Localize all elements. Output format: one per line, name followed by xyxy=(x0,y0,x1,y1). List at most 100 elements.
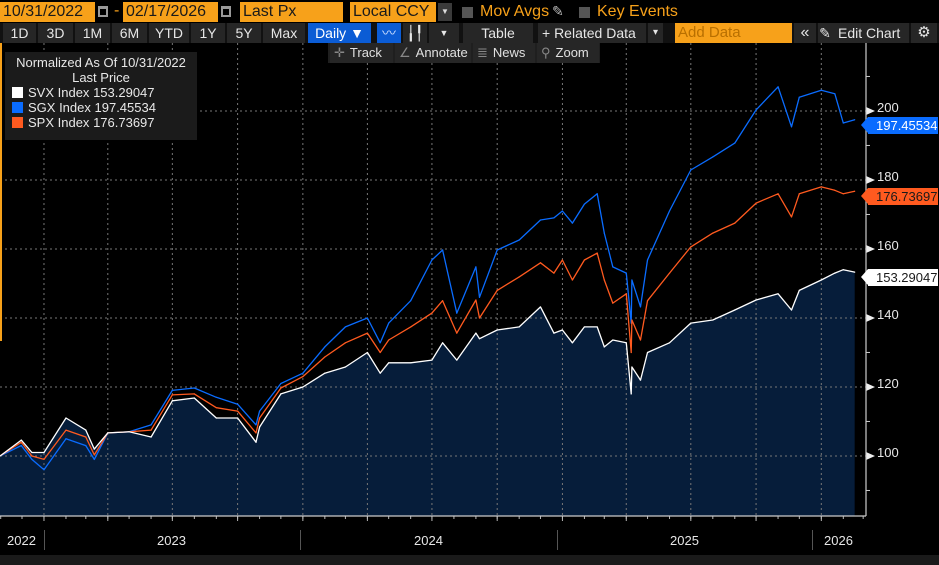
y-tick-label: 160 xyxy=(877,238,899,253)
data-point-sgx xyxy=(631,279,633,281)
data-point-sgx xyxy=(690,169,692,171)
data-point-spx xyxy=(410,326,412,328)
edit-chart-button[interactable]: Edit Chart xyxy=(832,23,909,43)
footer-bar xyxy=(0,555,939,565)
y-tick-marker xyxy=(866,451,875,460)
last-value-label-spx: 176.73697 xyxy=(861,188,938,206)
data-point-spx xyxy=(734,222,736,224)
data-point-svx xyxy=(518,326,520,328)
data-point-sgx xyxy=(171,389,173,392)
data-point-svx xyxy=(553,332,555,334)
data-point-spx xyxy=(478,317,481,319)
data-point-sgx xyxy=(366,317,368,319)
legend-item-sgx[interactable]: SGX Index 197.45534 xyxy=(5,100,197,115)
data-point-svx xyxy=(255,441,257,443)
legend-name: SVX Index xyxy=(28,85,90,100)
range-marker[interactable] xyxy=(0,43,2,341)
data-point-sgx xyxy=(755,109,757,111)
legend-swatch xyxy=(12,102,23,113)
x-tick-label: 2023 xyxy=(157,533,186,548)
data-point-svx xyxy=(388,362,390,364)
data-point-spx xyxy=(171,394,173,396)
calendar-icon[interactable] xyxy=(221,6,231,17)
news-button[interactable]: ≣ News xyxy=(473,43,535,63)
x-tick-label: 2025 xyxy=(670,533,699,548)
data-point-svx xyxy=(561,329,564,331)
legend-item-svx[interactable]: SVX Index 153.29047 xyxy=(5,85,197,100)
pencil-icon[interactable]: ✎ xyxy=(552,3,564,19)
related-data-button[interactable]: + Related Data xyxy=(538,23,646,43)
range-1m-button[interactable]: 1M xyxy=(75,23,110,43)
data-point-svx xyxy=(630,393,632,395)
data-point-sgx xyxy=(93,458,95,461)
table-button[interactable]: Table xyxy=(463,23,533,43)
y-tick-label: 200 xyxy=(877,100,899,115)
data-point-spx xyxy=(834,189,836,191)
data-point-spx xyxy=(690,246,692,248)
y-tick-marker xyxy=(866,106,875,115)
range-max-button[interactable]: Max xyxy=(263,23,305,43)
chart-type-chevron-icon[interactable]: ▼ xyxy=(429,23,459,43)
key-events-label[interactable]: Key Events xyxy=(597,3,678,20)
data-point-svx xyxy=(280,393,282,395)
mov-avgs-checkbox[interactable] xyxy=(462,7,473,18)
data-point-spx xyxy=(798,193,800,195)
chevron-down-icon[interactable]: ▼ xyxy=(438,3,452,21)
range-6m-button[interactable]: 6M xyxy=(112,23,147,43)
calendar-icon[interactable] xyxy=(98,6,108,17)
data-point-svx xyxy=(193,397,195,399)
currency-select[interactable]: Local CCY xyxy=(350,2,436,22)
track-label: Track xyxy=(349,45,382,60)
key-events-checkbox[interactable] xyxy=(579,7,590,18)
legend-item-spx[interactable]: SPX Index 176.73697 xyxy=(5,115,197,130)
chevron-down-icon[interactable]: ▾ xyxy=(648,23,663,43)
mov-avgs-label[interactable]: Mov Avgs xyxy=(480,3,550,20)
range-5y-button[interactable]: 5Y xyxy=(227,23,261,43)
data-point-sgx xyxy=(344,326,347,328)
data-point-spx xyxy=(646,300,649,302)
data-point-svx xyxy=(215,417,217,419)
toolbar-row: 1D 3D 1M 6M YTD 1Y 5Y Max Daily ▼ 〰 ╽╿ ▼… xyxy=(0,23,939,43)
data-point-sgx xyxy=(842,122,844,124)
add-data-input[interactable]: Add Data xyxy=(675,23,792,43)
data-point-spx xyxy=(475,299,477,301)
data-point-sgx xyxy=(193,387,195,389)
range-1d-button[interactable]: 1D xyxy=(3,23,36,43)
gear-icon[interactable]: ⚙ xyxy=(911,23,937,43)
track-button[interactable]: ✛ Track xyxy=(330,43,393,63)
start-date-input[interactable]: 10/31/2022 xyxy=(0,2,95,22)
range-ytd-button[interactable]: YTD xyxy=(149,23,189,43)
x-tick-label: 2024 xyxy=(414,533,443,548)
frequency-dropdown[interactable]: Daily ▼ xyxy=(308,23,371,43)
data-point-sgx xyxy=(302,372,304,374)
data-point-svx xyxy=(85,429,87,431)
zoom-button[interactable]: ⚲ Zoom xyxy=(537,43,599,63)
range-1y-button[interactable]: 1Y xyxy=(191,23,225,43)
data-point-sgx xyxy=(561,210,564,212)
data-point-sgx xyxy=(65,438,67,440)
data-point-svx xyxy=(625,342,627,344)
candlestick-icon[interactable]: ╽╿ xyxy=(403,23,427,43)
line-chart-icon[interactable]: 〰 xyxy=(377,23,401,43)
data-point-sgx xyxy=(456,312,458,314)
y-tick-marker xyxy=(866,244,875,253)
data-point-spx xyxy=(324,356,326,358)
data-point-sgx xyxy=(496,249,498,251)
legend-value: 176.73697 xyxy=(93,115,155,130)
data-point-svx xyxy=(237,417,239,419)
y-tick-label: 140 xyxy=(877,307,899,322)
data-point-svx xyxy=(65,417,67,419)
data-point-sgx xyxy=(603,232,605,234)
collapse-button[interactable]: « xyxy=(794,23,816,43)
data-point-sgx xyxy=(441,249,444,251)
y-tick-marker xyxy=(866,175,875,184)
field-select[interactable]: Last Px xyxy=(240,2,343,22)
data-point-svx xyxy=(128,431,130,433)
data-point-sgx xyxy=(639,306,642,308)
range-3d-button[interactable]: 3D xyxy=(38,23,73,43)
data-point-spx xyxy=(344,342,347,344)
data-point-svx xyxy=(668,342,671,344)
annotate-button[interactable]: ∠ Annotate xyxy=(395,43,471,63)
end-date-input[interactable]: 02/17/2026 xyxy=(123,2,218,22)
